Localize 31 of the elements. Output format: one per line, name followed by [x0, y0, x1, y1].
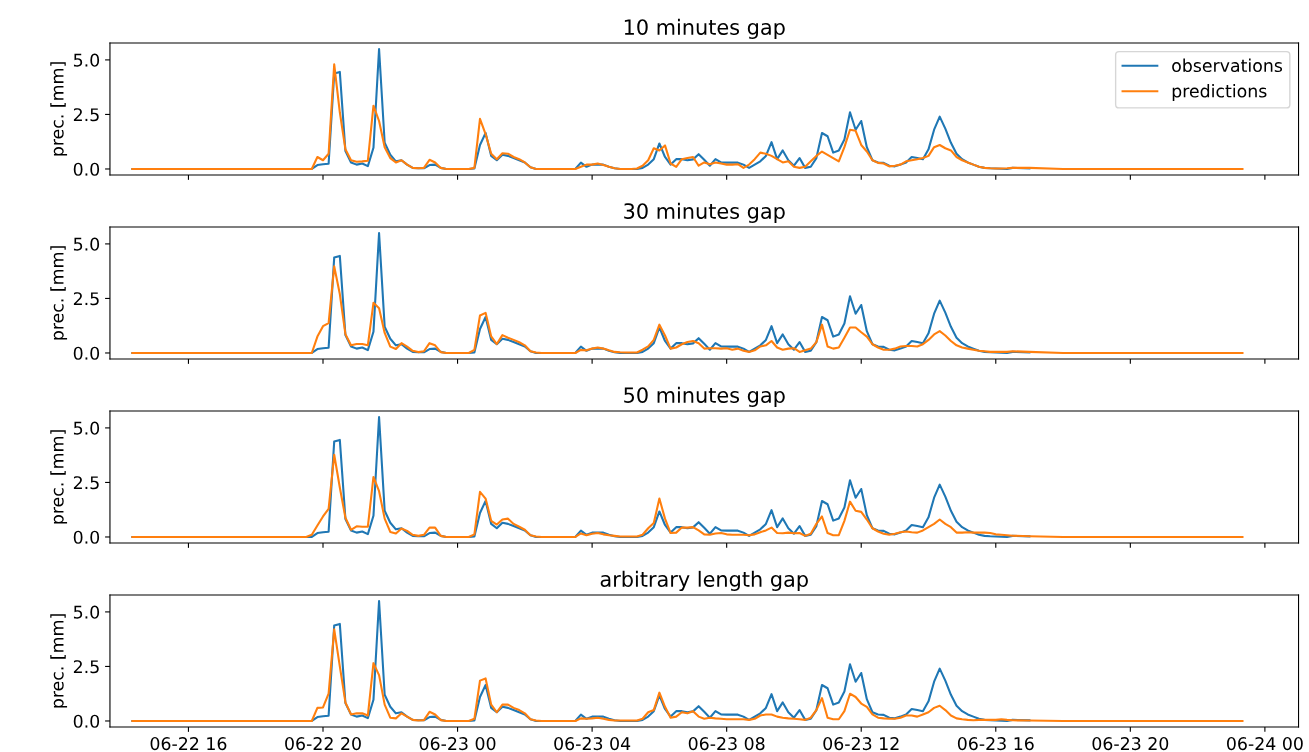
y-tick-label: 0.0: [73, 714, 100, 728]
x-tick-label: 06-23 08: [688, 737, 765, 751]
y-tick-label: 2.5: [73, 108, 99, 122]
y-axis-title: prec. [mm]: [50, 430, 68, 524]
y-tick-label: 0.0: [73, 162, 100, 176]
legend-label: predictions: [1172, 84, 1267, 101]
y-tick-label: 5.0: [73, 237, 100, 251]
x-tick-label: 06-23 04: [554, 737, 631, 751]
y-tick-label: 0.0: [73, 346, 100, 360]
x-tick-label: 06-23 12: [823, 737, 899, 751]
chart-title: 30 minutes gap: [624, 202, 785, 223]
y-tick-label: 5.0: [73, 605, 100, 619]
y-axis-title: prec. [mm]: [50, 614, 68, 708]
x-tick-label: 06-23 20: [1092, 737, 1169, 751]
y-tick-label: 5.0: [73, 421, 100, 435]
y-tick-label: 2.5: [73, 476, 99, 490]
x-tick-label: 06-24 00: [1227, 737, 1303, 751]
x-tick-label: 06-23 00: [419, 737, 496, 751]
chart-title: 10 minutes gap: [624, 18, 785, 39]
legend-label: observations: [1172, 58, 1283, 73]
y-tick-label: 5.0: [73, 53, 100, 67]
y-tick-label: 0.0: [73, 530, 100, 544]
y-tick-label: 2.5: [73, 660, 99, 674]
y-tick-label: 2.5: [73, 292, 99, 306]
chart-title: 50 minutes gap: [624, 386, 785, 407]
y-axis-title: prec. [mm]: [50, 246, 68, 340]
chart-title: arbitrary length gap: [600, 570, 808, 591]
x-tick-label: 06-22 16: [150, 737, 227, 751]
x-tick-label: 06-22 20: [285, 737, 361, 751]
x-tick-label: 06-23 16: [957, 737, 1034, 751]
y-axis-title: prec. [mm]: [50, 62, 68, 156]
